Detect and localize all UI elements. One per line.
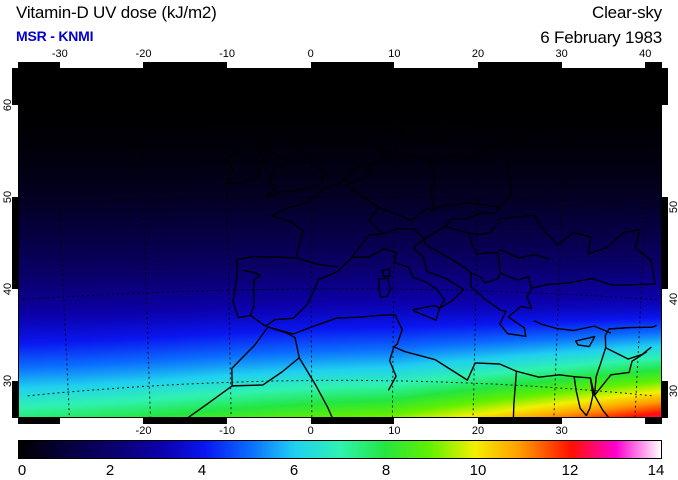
axis-ruler-bottom — [18, 418, 662, 424]
colorbar-tick-8: 8 — [381, 462, 391, 479]
tick-bottom-20: 20 — [471, 425, 485, 437]
condition-label: Clear-sky — [592, 3, 662, 22]
tick-top-10: 10 — [388, 48, 401, 60]
colorbar-tick-10: 10 — [469, 462, 487, 479]
tick-bottom-10: 10 — [388, 425, 401, 437]
date-label: 6 February 1983 — [540, 28, 662, 47]
colorbar-tick-6: 6 — [289, 462, 299, 479]
tick-left-40: 40 — [2, 282, 15, 296]
chart-header: Vitamin-D UV dose (kJ/m2) MSR - KNMI Cle… — [0, 0, 678, 56]
tick-bottom--20: -20 — [135, 425, 152, 437]
tick-top-0: 0 — [307, 48, 314, 60]
uv-dose-field — [19, 69, 661, 417]
axis-ruler-left — [12, 68, 18, 418]
tick-left-30: 30 — [2, 375, 15, 388]
tick-top--20: -20 — [135, 48, 152, 60]
tick-left-60: 60 — [2, 98, 15, 111]
colorbar-gradient — [18, 440, 662, 459]
colorbar-tick-2: 2 — [105, 462, 115, 479]
tick-top-40: 40 — [639, 48, 652, 60]
tick-top-20: 20 — [471, 48, 485, 60]
tick-top-30: 30 — [555, 48, 568, 60]
tick-right-50: 50 — [668, 200, 678, 214]
colorbar-tick-12: 12 — [561, 462, 579, 479]
page-title: Vitamin-D UV dose (kJ/m2) — [16, 3, 217, 22]
map-frame — [18, 68, 662, 418]
axis-ruler-right — [662, 68, 668, 418]
colorbar-tick-4: 4 — [197, 462, 207, 479]
colorbar-legend: 0 2 4 6 8 10 12 14 — [17, 440, 665, 480]
colorbar-tick-0: 0 — [17, 462, 27, 479]
tick-left-50: 50 — [2, 190, 15, 204]
tick-bottom--10: -10 — [219, 425, 236, 437]
tick-bottom-0: 0 — [307, 425, 314, 437]
map-plot-area — [18, 68, 662, 418]
axis-ruler-top — [18, 62, 662, 68]
tick-right-40: 40 — [668, 292, 678, 306]
tick-top--30: -30 — [51, 48, 68, 60]
tick-bottom-30: 30 — [555, 425, 568, 437]
source-label: MSR - KNMI — [16, 28, 94, 44]
tick-right-30: 30 — [668, 385, 678, 398]
colorbar-tick-14: 14 — [647, 462, 665, 479]
tick-top--10: -10 — [219, 48, 236, 60]
